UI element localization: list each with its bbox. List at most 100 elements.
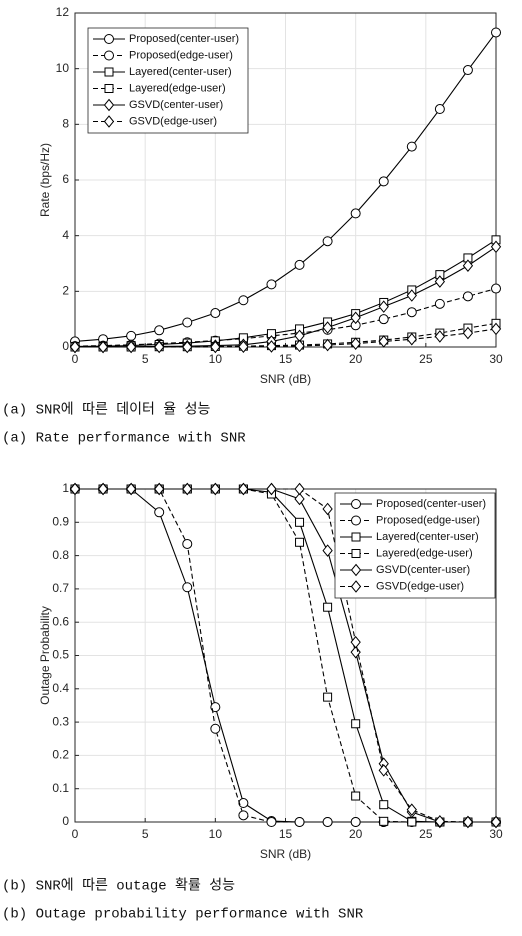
marker [491, 283, 501, 294]
x-tick-label: 10 [209, 352, 223, 366]
marker [323, 602, 333, 612]
y-tick-label: 8 [62, 117, 69, 131]
x-tick-label: 20 [349, 352, 363, 366]
marker [490, 322, 502, 336]
marker [238, 798, 249, 809]
marker [462, 291, 473, 302]
series-line [74, 288, 497, 347]
marker [295, 537, 305, 547]
x-tick-label: 30 [489, 827, 503, 841]
marker [462, 815, 474, 829]
marker [104, 50, 114, 61]
legend-label: GSVD(center-user) [129, 99, 223, 111]
marker [434, 298, 445, 309]
marker [350, 337, 361, 350]
marker [182, 582, 193, 593]
x-axis-label: SNR (dB) [260, 847, 311, 861]
marker [406, 141, 417, 152]
marker [154, 507, 165, 518]
marker [154, 340, 165, 354]
legend-label: Layered(center-user) [129, 66, 232, 78]
marker [322, 817, 333, 827]
marker [154, 482, 165, 496]
marker [434, 275, 446, 288]
marker [322, 544, 333, 557]
marker [182, 317, 193, 328]
marker [238, 810, 249, 821]
marker [351, 515, 361, 526]
marker [350, 311, 361, 325]
x-tick-label: 30 [489, 352, 503, 366]
marker [266, 817, 277, 827]
caption: (b) Outage probability performance with … [2, 907, 364, 923]
y-tick-label: 0.3 [52, 714, 69, 728]
marker [69, 482, 81, 496]
legend-label: Layered(edge-user) [376, 547, 473, 559]
y-tick-label: 0.5 [52, 648, 69, 662]
marker [322, 502, 333, 516]
x-axis-label: SNR (dB) [260, 372, 311, 386]
series-line [75, 488, 496, 823]
marker [104, 84, 114, 93]
legend-label: GSVD(center-user) [376, 564, 470, 576]
marker [126, 330, 137, 341]
marker [491, 27, 501, 38]
series-line [75, 488, 496, 823]
marker [378, 314, 389, 325]
marker [379, 800, 389, 810]
marker [351, 719, 361, 729]
marker [322, 236, 333, 247]
y-axis-label: Rate (bps/Hz) [38, 143, 52, 217]
x-tick-label: 0 [72, 352, 79, 366]
x-tick-label: 15 [279, 352, 293, 366]
y-tick-label: 0.2 [52, 748, 69, 762]
series-line [75, 246, 497, 348]
marker [351, 791, 361, 801]
marker [406, 307, 417, 318]
y-tick-label: 10 [56, 61, 70, 75]
marker [125, 482, 137, 496]
legend-label: Proposed(center-user) [129, 33, 239, 45]
marker [351, 499, 361, 509]
legend-box [334, 492, 496, 599]
y-axis-label: Outage Probability [38, 606, 52, 705]
marker [378, 335, 389, 348]
marker [407, 817, 417, 827]
series-line [75, 488, 496, 823]
legend-label: Layered(edge-user) [129, 82, 226, 94]
legend-label: Proposed(edge-user) [376, 514, 480, 526]
caption: (a) Rate performance with SNR [2, 431, 246, 447]
legend-label: Proposed(center-user) [376, 498, 486, 510]
marker [210, 308, 221, 319]
marker [406, 332, 417, 346]
marker [351, 549, 361, 558]
marker [323, 692, 333, 702]
legend-box [87, 27, 249, 134]
y-tick-label: 0.1 [52, 781, 69, 795]
marker [379, 816, 389, 826]
marker [322, 338, 333, 352]
marker [182, 340, 193, 354]
legend-label: GSVD(edge-user) [376, 580, 464, 592]
plot-frame [74, 12, 497, 348]
x-tick-label: 15 [279, 827, 293, 841]
y-tick-label: 6 [62, 172, 69, 186]
marker [462, 326, 474, 340]
marker [210, 340, 221, 354]
y-tick-label: 0.7 [52, 581, 69, 595]
marker [378, 764, 389, 777]
y-tick-label: 2 [62, 284, 69, 298]
x-tick-label: 5 [142, 352, 149, 366]
marker [154, 325, 165, 336]
marker [266, 340, 277, 353]
marker [210, 723, 221, 734]
marker [69, 340, 81, 354]
marker [104, 34, 114, 44]
marker [238, 295, 249, 306]
marker [104, 67, 114, 77]
x-tick-label: 25 [419, 827, 433, 841]
marker [378, 176, 389, 187]
marker [97, 482, 109, 496]
marker [322, 321, 333, 334]
